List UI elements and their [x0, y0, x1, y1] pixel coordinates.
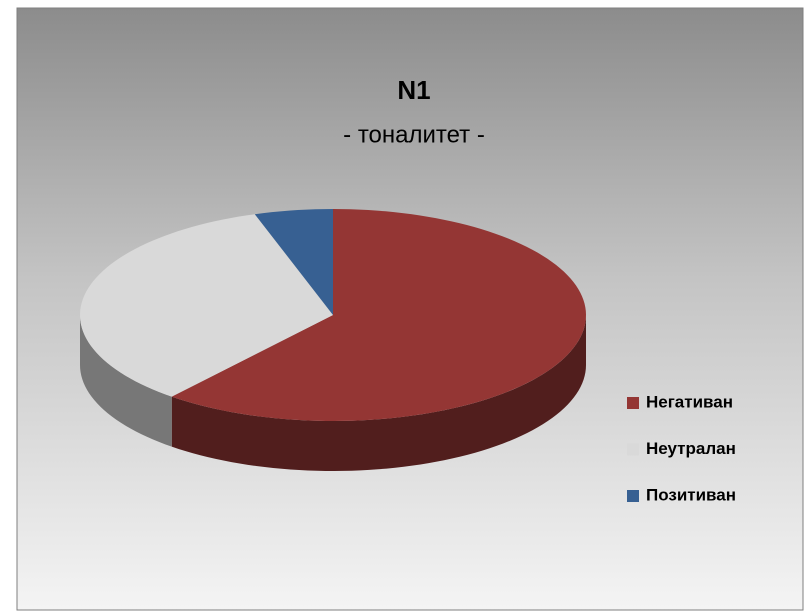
legend: Негативан Неутралан Позитиван — [627, 392, 736, 504]
legend-label: Неутралан — [646, 439, 736, 458]
pie-slice — [80, 214, 333, 397]
pie-slice — [171, 209, 586, 421]
slice-side — [171, 315, 586, 471]
legend-swatch — [627, 443, 639, 456]
pie — [80, 209, 586, 471]
slice-side — [80, 315, 172, 447]
legend-swatch — [627, 397, 639, 409]
legend-label: Негативан — [646, 392, 733, 411]
legend-label: Позитиван — [646, 485, 736, 504]
pie-slice — [254, 209, 333, 315]
chart-subtitle: - тоналитет - — [343, 121, 485, 148]
legend-swatch — [627, 490, 639, 502]
chart-title: N1 — [397, 75, 430, 105]
